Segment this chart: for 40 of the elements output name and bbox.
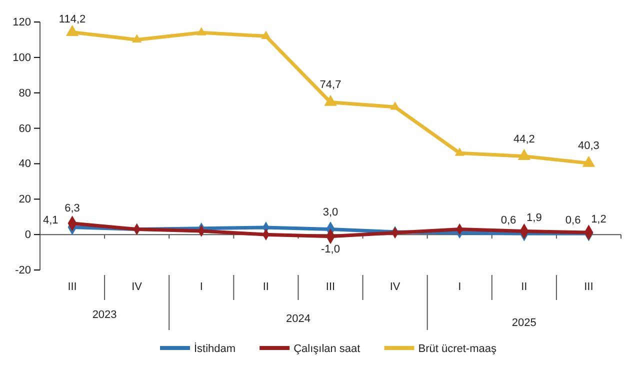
data-label: 6,3 [64,202,80,214]
legend-label: Brüt ücret-maaş [418,343,497,355]
legend-label: İstihdam [194,342,236,355]
point [390,101,400,110]
x-tick-label: IV [390,281,401,293]
data-label: 44,2 [513,133,535,146]
data-label: 0,6 [500,214,516,227]
point [454,148,464,156]
text: 2023 [92,309,117,321]
y-tick-label: -20 [15,264,31,277]
y-tick-label: 40 [18,158,31,170]
text: 2024 [286,313,310,325]
point [132,34,142,42]
data-label: 4,1 [42,214,58,226]
x-tick-label: I [200,281,203,293]
y-tick-label: 80 [18,87,31,100]
x-tick-label: III [326,281,336,293]
data-label: 3,0 [322,206,338,218]
x-tick-label: I [458,281,462,293]
x-tick-label: III [68,281,77,293]
y-tick-label: 100 [12,52,31,64]
data-label: 0,6 [565,214,581,227]
point [261,30,271,39]
data-label: 1,9 [526,212,542,224]
data-label: -1,0 [321,243,340,256]
y-tick-label: 0 [24,229,31,242]
y-tick-label: 20 [18,194,31,206]
data-label: 1,2 [591,213,606,226]
data-label: 74,7 [320,79,342,92]
data-label: 114,2 [58,13,86,26]
x-tick-label: III [584,281,594,293]
data-label: 40,3 [578,140,600,152]
x-tick-label: IV [132,281,143,293]
point [196,27,206,36]
x-tick-label: II [521,281,528,293]
legend-label: Çalışılan saat [294,343,360,355]
y-tick-label: 120 [12,16,31,29]
y-tick-label: 60 [18,122,31,135]
x-tick-label: II [262,281,270,293]
text: 2025 [512,317,536,329]
